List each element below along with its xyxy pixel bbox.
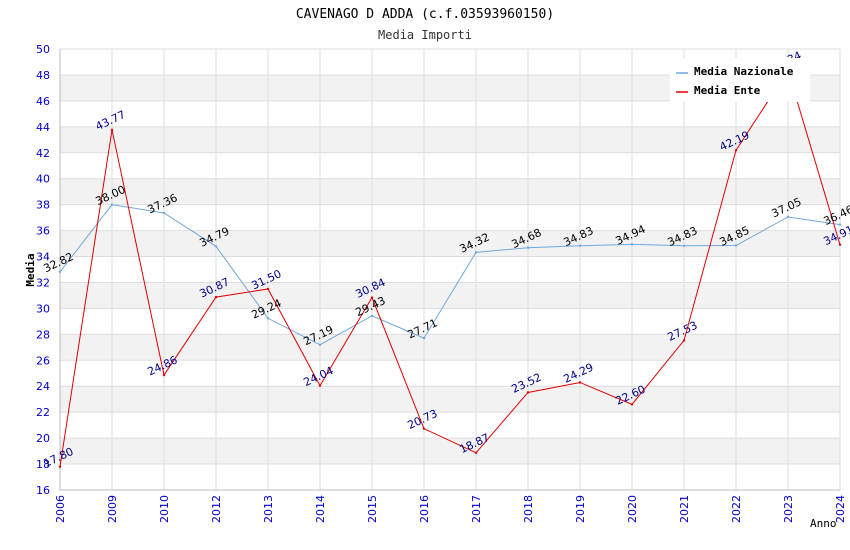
data-point-media-ente [58,465,62,468]
data-point-media-nazionale [526,246,530,249]
x-tick-label: 2013 [262,495,275,523]
y-tick-label: 36 [36,225,50,238]
chart-title: CAVENAGO D ADDA (c.f.03593960150) [296,7,554,22]
y-tick-label: 18 [36,458,50,471]
data-point-media-ente [682,339,686,342]
data-point-media-ente [370,296,374,299]
y-tick-label: 34 [36,251,50,264]
data-point-media-nazionale [110,203,114,206]
x-tick-label: 2009 [106,495,119,523]
data-point-media-ente [162,373,166,377]
x-tick-label: 2014 [314,495,327,523]
x-tick-label: 2020 [626,495,639,523]
y-tick-label: 20 [36,432,50,445]
x-tick-label: 2012 [210,495,223,523]
y-tick-label: 42 [36,147,50,160]
data-point-media-nazionale [734,244,738,247]
y-tick-label: 26 [36,354,50,367]
series-line-media-ente [59,69,841,467]
y-tick-label: 30 [36,302,50,315]
y-tick-label: 48 [36,69,50,82]
data-point-media-nazionale [162,211,166,215]
x-tick-label: 2015 [366,495,379,523]
data-point-media-nazionale [370,314,374,318]
x-tick-label: 2019 [574,495,587,523]
x-axis-label: Anno [810,517,837,530]
y-tick-label: 16 [36,484,50,497]
data-point-media-nazionale [578,244,582,247]
data-point-media-ente [734,149,738,152]
legend-box [670,58,810,102]
y-tick-labels: 16 18 20 22 24 26 28 30 32 34 36 38 40 42 44 46 48 50 [36,43,50,497]
data-point-media-nazionale [682,244,686,247]
data-label-media-ente: 24.04 [301,364,335,389]
data-point-media-ente [422,427,426,430]
y-tick-label: 46 [36,95,50,108]
y-tick-label: 24 [36,380,50,393]
y-tick-label: 40 [36,173,50,186]
y-tick-label: 22 [36,406,50,419]
x-tick-label: 2018 [522,495,535,523]
data-point-media-nazionale [214,245,218,248]
x-tick-label: 2017 [470,495,483,523]
background-band [60,126,840,153]
data-point-media-nazionale [838,223,842,226]
x-tick-label: 2022 [730,495,743,523]
data-point-media-nazionale [58,270,62,274]
x-tick-label: 2016 [418,495,431,523]
data-point-media-nazionale [630,243,634,246]
background-bands [60,74,840,465]
x-tick-label: 2006 [54,495,67,523]
y-axis-label: Media [24,253,37,286]
legend-label-media-nazionale: Media Nazionale [694,65,794,78]
x-tick-label: 2010 [158,495,171,523]
data-point-media-nazionale [318,343,322,347]
data-point-media-ente [838,243,842,246]
series-line-media-nazionale [59,204,841,346]
data-point-media-ente [630,403,634,406]
y-tick-label: 28 [36,328,50,341]
x-tick-label: 2021 [678,495,691,523]
gridlines [59,48,841,491]
data-point-media-ente [526,391,530,394]
data-point-media-ente [578,381,582,384]
y-tick-label: 50 [36,43,50,56]
data-point-media-nazionale [266,317,270,320]
x-tick-label: 2023 [782,495,795,523]
data-point-media-nazionale [786,215,790,219]
legend-label-media-ente: Media Ente [694,84,761,97]
data-point-media-nazionale [422,336,426,340]
background-band [60,334,840,361]
background-band [60,178,840,205]
y-tick-label: 44 [36,121,50,134]
chart-subtitle: Media Importi [378,28,472,42]
x-tick-labels: 2006 2009 2010 2012 2013 2014 2015 2016 2017 2018… [54,495,847,523]
background-band [60,386,840,413]
data-label-media-ente: 24.29 [561,361,595,386]
data-point-media-ente [214,295,218,299]
legend: Media Nazionale Media Ente [670,58,810,102]
data-point-media-ente [110,128,114,132]
data-label-media-ente: 17.80 [41,445,75,470]
data-point-media-ente [318,384,322,387]
background-band [60,438,840,465]
y-tick-label: 38 [36,199,50,212]
data-point-media-ente [266,287,270,291]
y-tick-label: 32 [36,276,50,289]
data-point-media-ente [474,451,478,454]
data-point-media-nazionale [474,251,478,254]
x-tick-label: 2024 [834,495,847,523]
axes [59,49,840,491]
